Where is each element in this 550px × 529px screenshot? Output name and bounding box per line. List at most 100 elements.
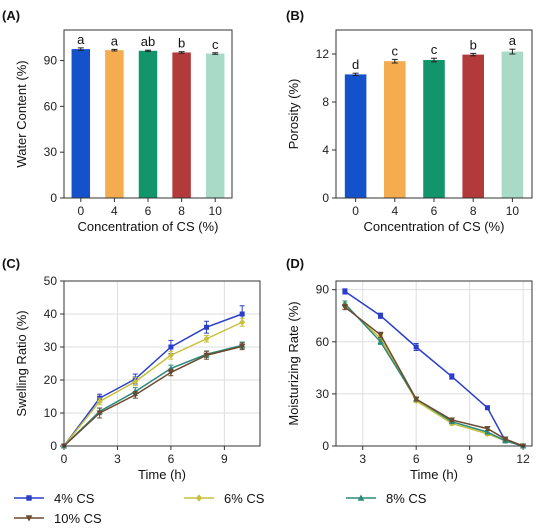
panel-4-label: (D) <box>286 256 304 271</box>
panel-4-point <box>342 288 348 294</box>
panel-3-series-line <box>63 344 243 447</box>
panel-3-point <box>96 398 103 405</box>
panel-2-significance-letter: c <box>392 43 399 58</box>
panel-1-label: (A) <box>2 8 20 23</box>
panel-4-point <box>377 332 384 339</box>
panel-4-point <box>484 405 490 411</box>
panel-3-point <box>168 344 174 350</box>
panel-3-xtick-label: 3 <box>114 452 121 466</box>
panel-1-frame <box>63 29 233 199</box>
panel-3-point <box>239 343 246 350</box>
panel-3-ytick-label: 0 <box>50 439 57 453</box>
panel-2-ylabel: Porosity (%) <box>286 79 301 150</box>
panel-3-point <box>168 351 174 359</box>
panel-3-series-line <box>63 313 243 447</box>
panel-3-xlabel: Time (h) <box>138 467 186 482</box>
panel-2-bar <box>423 60 445 198</box>
panel-2-bar <box>501 51 524 198</box>
panel-1-xtick-label: 10 <box>209 204 223 218</box>
panel-4-point <box>377 338 384 345</box>
panel-4-xtick-label: 9 <box>466 452 473 466</box>
panel-2-frame <box>335 29 533 199</box>
panel-4-point <box>448 417 455 424</box>
panel-3-point <box>96 410 103 417</box>
panel-2-significance-letter: b <box>470 37 477 52</box>
panel-2-xtick-label: 4 <box>391 204 398 218</box>
panel-3-series-line <box>63 321 243 447</box>
panel-3-point <box>203 335 210 343</box>
panel-3-ylabel: Swelling Ratio (%) <box>14 310 29 416</box>
panel-4-ytick-label: 90 <box>316 283 330 297</box>
panel-4-point <box>502 436 509 443</box>
panel-3-ytick-label: 50 <box>44 274 58 288</box>
panel-2-xtick-label: 10 <box>506 204 520 218</box>
panel-3-label: (C) <box>2 256 20 271</box>
panel-3-ytick-label: 40 <box>44 307 58 321</box>
panel-2-xtick-label: 0 <box>352 204 359 218</box>
panel-1-ylabel: Water Content (%) <box>14 60 29 167</box>
panel-3-point <box>239 311 245 317</box>
panel-3-ytick-label: 20 <box>44 373 58 387</box>
legend-label: 6% CS <box>224 491 265 506</box>
panel-4-ylabel: Moisturizing Rate (%) <box>286 301 301 425</box>
panel-1-bar <box>205 53 225 198</box>
panel-1-significance-letter: a <box>111 33 119 48</box>
panel-2-xtick-label: 6 <box>431 204 438 218</box>
panel-4-point <box>449 374 455 380</box>
panel-3-point <box>204 324 210 330</box>
legend-label: 8% CS <box>386 491 427 506</box>
panel-3-xtick-label: 9 <box>221 452 228 466</box>
panel-3-point <box>203 352 210 359</box>
panel-1-significance-letter: c <box>212 37 219 52</box>
panel-1-ytick-label: 60 <box>44 99 58 113</box>
panel-4-point <box>413 344 419 350</box>
panel-2-significance-letter: c <box>431 42 438 57</box>
legend-marker <box>25 515 33 522</box>
panel-4-frame <box>335 280 533 447</box>
panel-2-ytick-label: 8 <box>322 95 329 109</box>
legend-marker <box>26 495 32 501</box>
panel-1-bar <box>105 50 124 198</box>
panel-2-bar <box>384 61 406 199</box>
panel-4-point <box>484 426 491 432</box>
panel-2-ytick-label: 0 <box>322 191 329 205</box>
panel-1-significance-letter: a <box>77 32 85 47</box>
panel-1-ytick-label: 30 <box>44 145 58 159</box>
panel-4-point <box>378 313 384 319</box>
panel-4-point <box>341 304 349 311</box>
panel-1-xtick-label: 6 <box>145 204 152 218</box>
panel-2-significance-letter: d <box>352 57 359 72</box>
panel-4-ytick-label: 30 <box>316 387 330 401</box>
panel-2-xlabel: Concentration of CS (%) <box>364 219 505 234</box>
panel-3-xtick-label: 6 <box>168 452 175 466</box>
panel-1-significance-letter: ab <box>141 34 155 49</box>
panel-2-significance-letter: a <box>509 33 517 48</box>
panel-2-xtick-label: 8 <box>470 204 477 218</box>
panel-2-ytick-label: 4 <box>322 143 329 157</box>
panel-2-bar <box>344 74 367 198</box>
panel-1-xlabel: Concentration of CS (%) <box>78 219 219 234</box>
panel-3-frame <box>63 280 261 447</box>
panel-1-bar <box>138 50 158 199</box>
panel-4-xtick-label: 12 <box>516 452 530 466</box>
panel-1-bar <box>71 49 91 198</box>
panel-3-series-line <box>63 345 243 447</box>
legend-marker <box>195 494 203 502</box>
panel-4-ytick-label: 60 <box>316 335 330 349</box>
panel-3-point <box>167 369 175 376</box>
panel-3-ytick-label: 30 <box>44 340 58 354</box>
panel-1-ytick-label: 0 <box>50 191 57 205</box>
panel-3-point <box>132 378 139 385</box>
panel-3-ytick-label: 10 <box>44 406 58 420</box>
panel-2-ytick-label: 12 <box>316 47 330 61</box>
legend-marker <box>357 494 365 501</box>
panel-1-xtick-label: 4 <box>111 204 118 218</box>
panel-4-ytick-label: 0 <box>322 439 329 453</box>
panel-4-xtick-label: 3 <box>359 452 366 466</box>
legend-label: 4% CS <box>54 491 95 506</box>
panel-3-point <box>239 318 245 326</box>
panel-1-ytick-label: 90 <box>44 54 58 68</box>
panel-3-xtick-label: 0 <box>61 452 68 466</box>
